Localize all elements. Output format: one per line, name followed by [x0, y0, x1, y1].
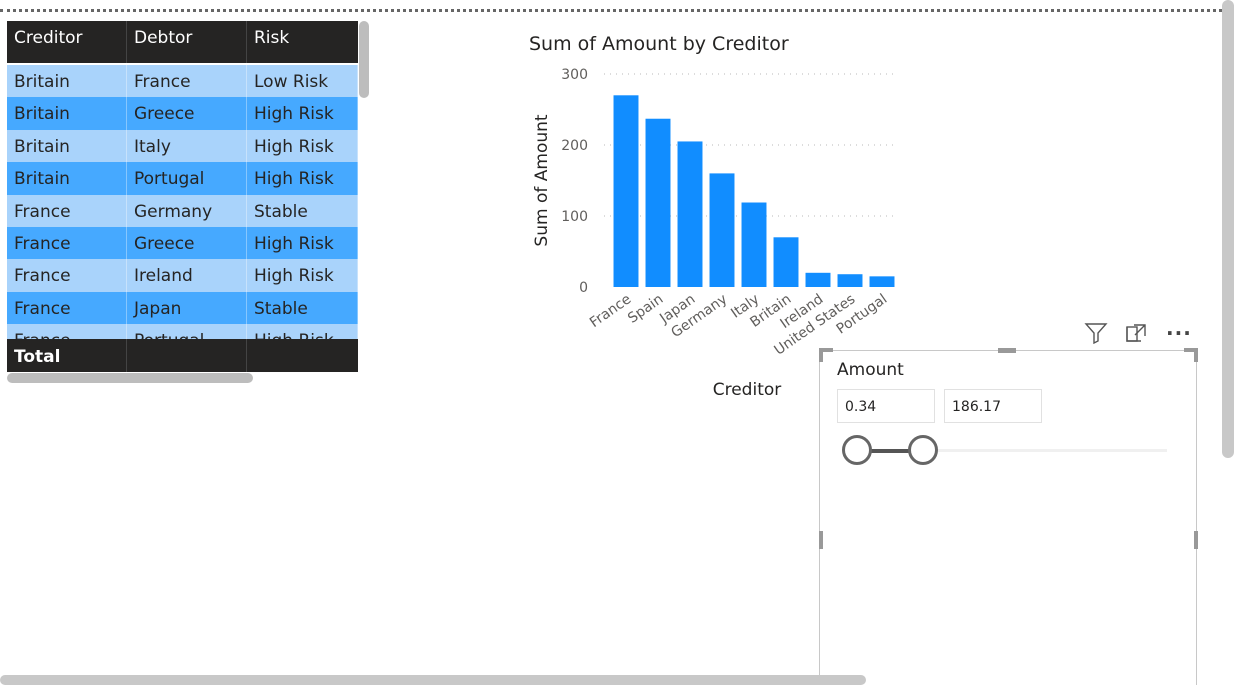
cell-creditor: France	[7, 259, 127, 292]
cell-debtor: Greece	[127, 97, 247, 130]
resize-handle-left[interactable]	[819, 531, 823, 549]
slider-min-handle[interactable]	[842, 435, 872, 465]
total-label: Total	[7, 339, 127, 372]
x-axis-title: Creditor	[713, 380, 782, 400]
bar	[613, 95, 639, 287]
resize-handle-top[interactable]	[998, 348, 1016, 353]
cell-risk: Low Risk	[247, 65, 358, 98]
slicer-max-input[interactable]: 186.17	[944, 389, 1042, 423]
bar	[805, 272, 831, 287]
y-axis-title: Sum of Amount	[532, 114, 552, 246]
slider-track[interactable]	[842, 449, 1167, 452]
bar	[837, 274, 863, 287]
table-row[interactable]: Britain France Low Risk	[7, 65, 358, 98]
cell-creditor: France	[7, 226, 127, 260]
slider-range-fill	[857, 449, 924, 453]
filter-icon[interactable]	[1084, 322, 1108, 348]
table-vertical-scrollbar[interactable]	[359, 21, 369, 98]
bar-chart-visual[interactable]: Sum of Amount by Creditor 0 100 200 300 Sum o…	[520, 25, 920, 405]
total-cell	[127, 339, 247, 372]
table-body: Britain France Low Risk Britain Greece H…	[7, 63, 358, 339]
column-header-debtor[interactable]: Debtor	[127, 21, 247, 63]
focus-mode-icon[interactable]	[1125, 323, 1147, 347]
cell-risk: Stable	[247, 194, 358, 227]
cell-debtor: Japan	[127, 291, 247, 325]
amount-slicer[interactable]: Amount 0.34 186.17	[819, 350, 1197, 685]
x-tick-label: Spain	[625, 291, 666, 327]
cell-creditor: Britain	[7, 162, 127, 195]
canvas-top-border	[0, 9, 1222, 12]
table-row[interactable]: France Greece High Risk	[7, 226, 358, 260]
column-header-creditor[interactable]: Creditor	[7, 21, 127, 63]
table-row[interactable]: France Portugal High Risk	[7, 324, 358, 339]
table-row[interactable]: France Germany Stable	[7, 194, 358, 227]
cell-risk: High Risk	[247, 324, 358, 339]
y-tick-label: 0	[579, 280, 588, 296]
table-row[interactable]: Britain Greece High Risk	[7, 97, 358, 130]
cell-debtor: France	[127, 65, 247, 98]
slicer-min-input[interactable]: 0.34	[837, 389, 935, 423]
cell-creditor: Britain	[7, 65, 127, 98]
bar-chart-svg: Sum of Amount by Creditor 0 100 200 300 Sum o…	[529, 33, 898, 400]
more-options-icon[interactable]: ···	[1166, 321, 1192, 345]
cell-creditor: France	[7, 324, 127, 339]
cell-debtor: Portugal	[127, 162, 247, 195]
cell-debtor: Italy	[127, 129, 247, 163]
cell-debtor: Germany	[127, 194, 247, 227]
cell-debtor: Greece	[127, 226, 247, 260]
cell-creditor: France	[7, 291, 127, 325]
cell-risk: High Risk	[247, 129, 358, 163]
bar	[645, 118, 671, 287]
slider-max-handle[interactable]	[908, 435, 939, 465]
column-header-risk[interactable]: Risk	[254, 28, 290, 48]
chart-title: Sum of Amount by Creditor	[529, 33, 789, 55]
table-total-row: Total	[7, 339, 358, 372]
y-tick-label: 200	[561, 138, 588, 154]
cell-creditor: France	[7, 194, 127, 227]
resize-handle-top-left-v[interactable]	[819, 348, 823, 362]
bar	[677, 141, 703, 287]
visual-header: ···	[1082, 320, 1202, 348]
page-vertical-scrollbar[interactable]	[1222, 0, 1234, 458]
cell-risk: Stable	[247, 291, 358, 325]
resize-handle-right[interactable]	[1194, 531, 1198, 549]
y-tick-label: 100	[561, 209, 588, 225]
y-tick-label: 300	[561, 67, 588, 83]
bar	[741, 202, 767, 287]
resize-handle-top-right-v[interactable]	[1194, 348, 1198, 362]
table-row[interactable]: France Japan Stable	[7, 291, 358, 325]
slicer-title: Amount	[837, 360, 904, 380]
cell-risk: High Risk	[247, 97, 358, 130]
page-horizontal-scrollbar[interactable]	[0, 675, 866, 685]
cell-creditor: Britain	[7, 129, 127, 163]
cell-debtor: Ireland	[127, 259, 247, 292]
bar	[709, 173, 735, 287]
resize-handle-top-left[interactable]	[819, 348, 833, 352]
table-horizontal-scrollbar[interactable]	[7, 373, 253, 383]
cell-risk: High Risk	[247, 259, 358, 292]
cell-risk: High Risk	[247, 162, 358, 195]
table-visual[interactable]: Creditor Debtor Risk Britain France Low …	[7, 21, 358, 372]
table-row[interactable]: Britain Italy High Risk	[7, 129, 358, 163]
cell-risk: High Risk	[247, 226, 358, 260]
table-header: Creditor Debtor Risk	[7, 21, 358, 63]
bar	[773, 237, 799, 287]
cell-debtor: Portugal	[127, 324, 247, 339]
resize-handle-top-right[interactable]	[1184, 348, 1198, 352]
table-row[interactable]: Britain Portugal High Risk	[7, 162, 358, 195]
header-gap	[7, 63, 358, 65]
bar	[869, 276, 895, 287]
total-cell	[247, 339, 358, 372]
table-row[interactable]: France Ireland High Risk	[7, 259, 358, 292]
cell-creditor: Britain	[7, 97, 127, 130]
